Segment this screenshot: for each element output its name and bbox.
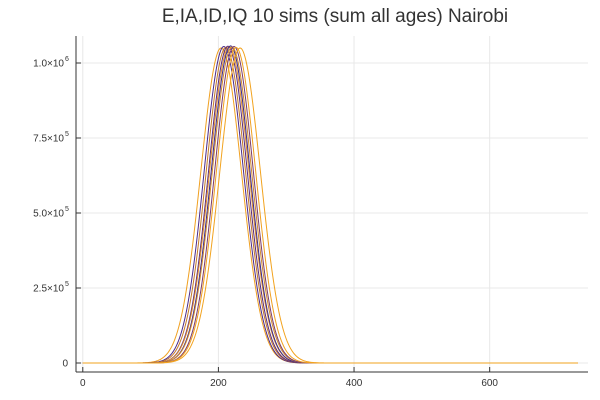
grid — [76, 36, 588, 372]
series-line-2 — [82, 46, 578, 364]
y-tick-exponent: 6 — [65, 56, 69, 63]
y-tick-mantissa: 0 — [62, 359, 68, 370]
y-tick-label: 7.5×10 5 — [33, 131, 69, 145]
series-line-4 — [82, 45, 578, 364]
x-tick-label: 400 — [346, 378, 363, 389]
y-tick-mantissa: 1.0×10 — [33, 59, 64, 70]
series-line-1 — [82, 47, 578, 364]
series-line-7 — [82, 46, 578, 364]
series-line-9 — [82, 46, 578, 364]
y-tick-label: 5.0×10 5 — [33, 206, 69, 220]
y-tick-exponent: 5 — [65, 281, 69, 288]
series-line-5 — [82, 46, 578, 364]
y-tick-mantissa: 7.5×10 — [33, 134, 64, 145]
y-tick-label: 1.0×10 6 — [33, 56, 69, 70]
series-line-6 — [82, 45, 578, 364]
y-tick-label: 0 — [62, 359, 68, 370]
series-line-10 — [82, 47, 578, 364]
y-tick-label: 2.5×10 5 — [33, 281, 69, 295]
y-tick-mantissa: 2.5×10 — [33, 284, 64, 295]
x-tick-label: 200 — [210, 378, 227, 389]
x-tick-label: 0 — [80, 378, 86, 389]
y-tick-mantissa: 5.0×10 — [33, 209, 64, 220]
x-tick-label: 600 — [481, 378, 498, 389]
series-line-8 — [82, 46, 578, 364]
series-group — [82, 45, 578, 364]
y-tick-exponent: 5 — [65, 131, 69, 138]
chart-title: E,IA,ID,IQ 10 sims (sum all ages) Nairob… — [162, 6, 508, 27]
series-line-3 — [82, 46, 578, 364]
y-tick-exponent: 5 — [65, 206, 69, 213]
